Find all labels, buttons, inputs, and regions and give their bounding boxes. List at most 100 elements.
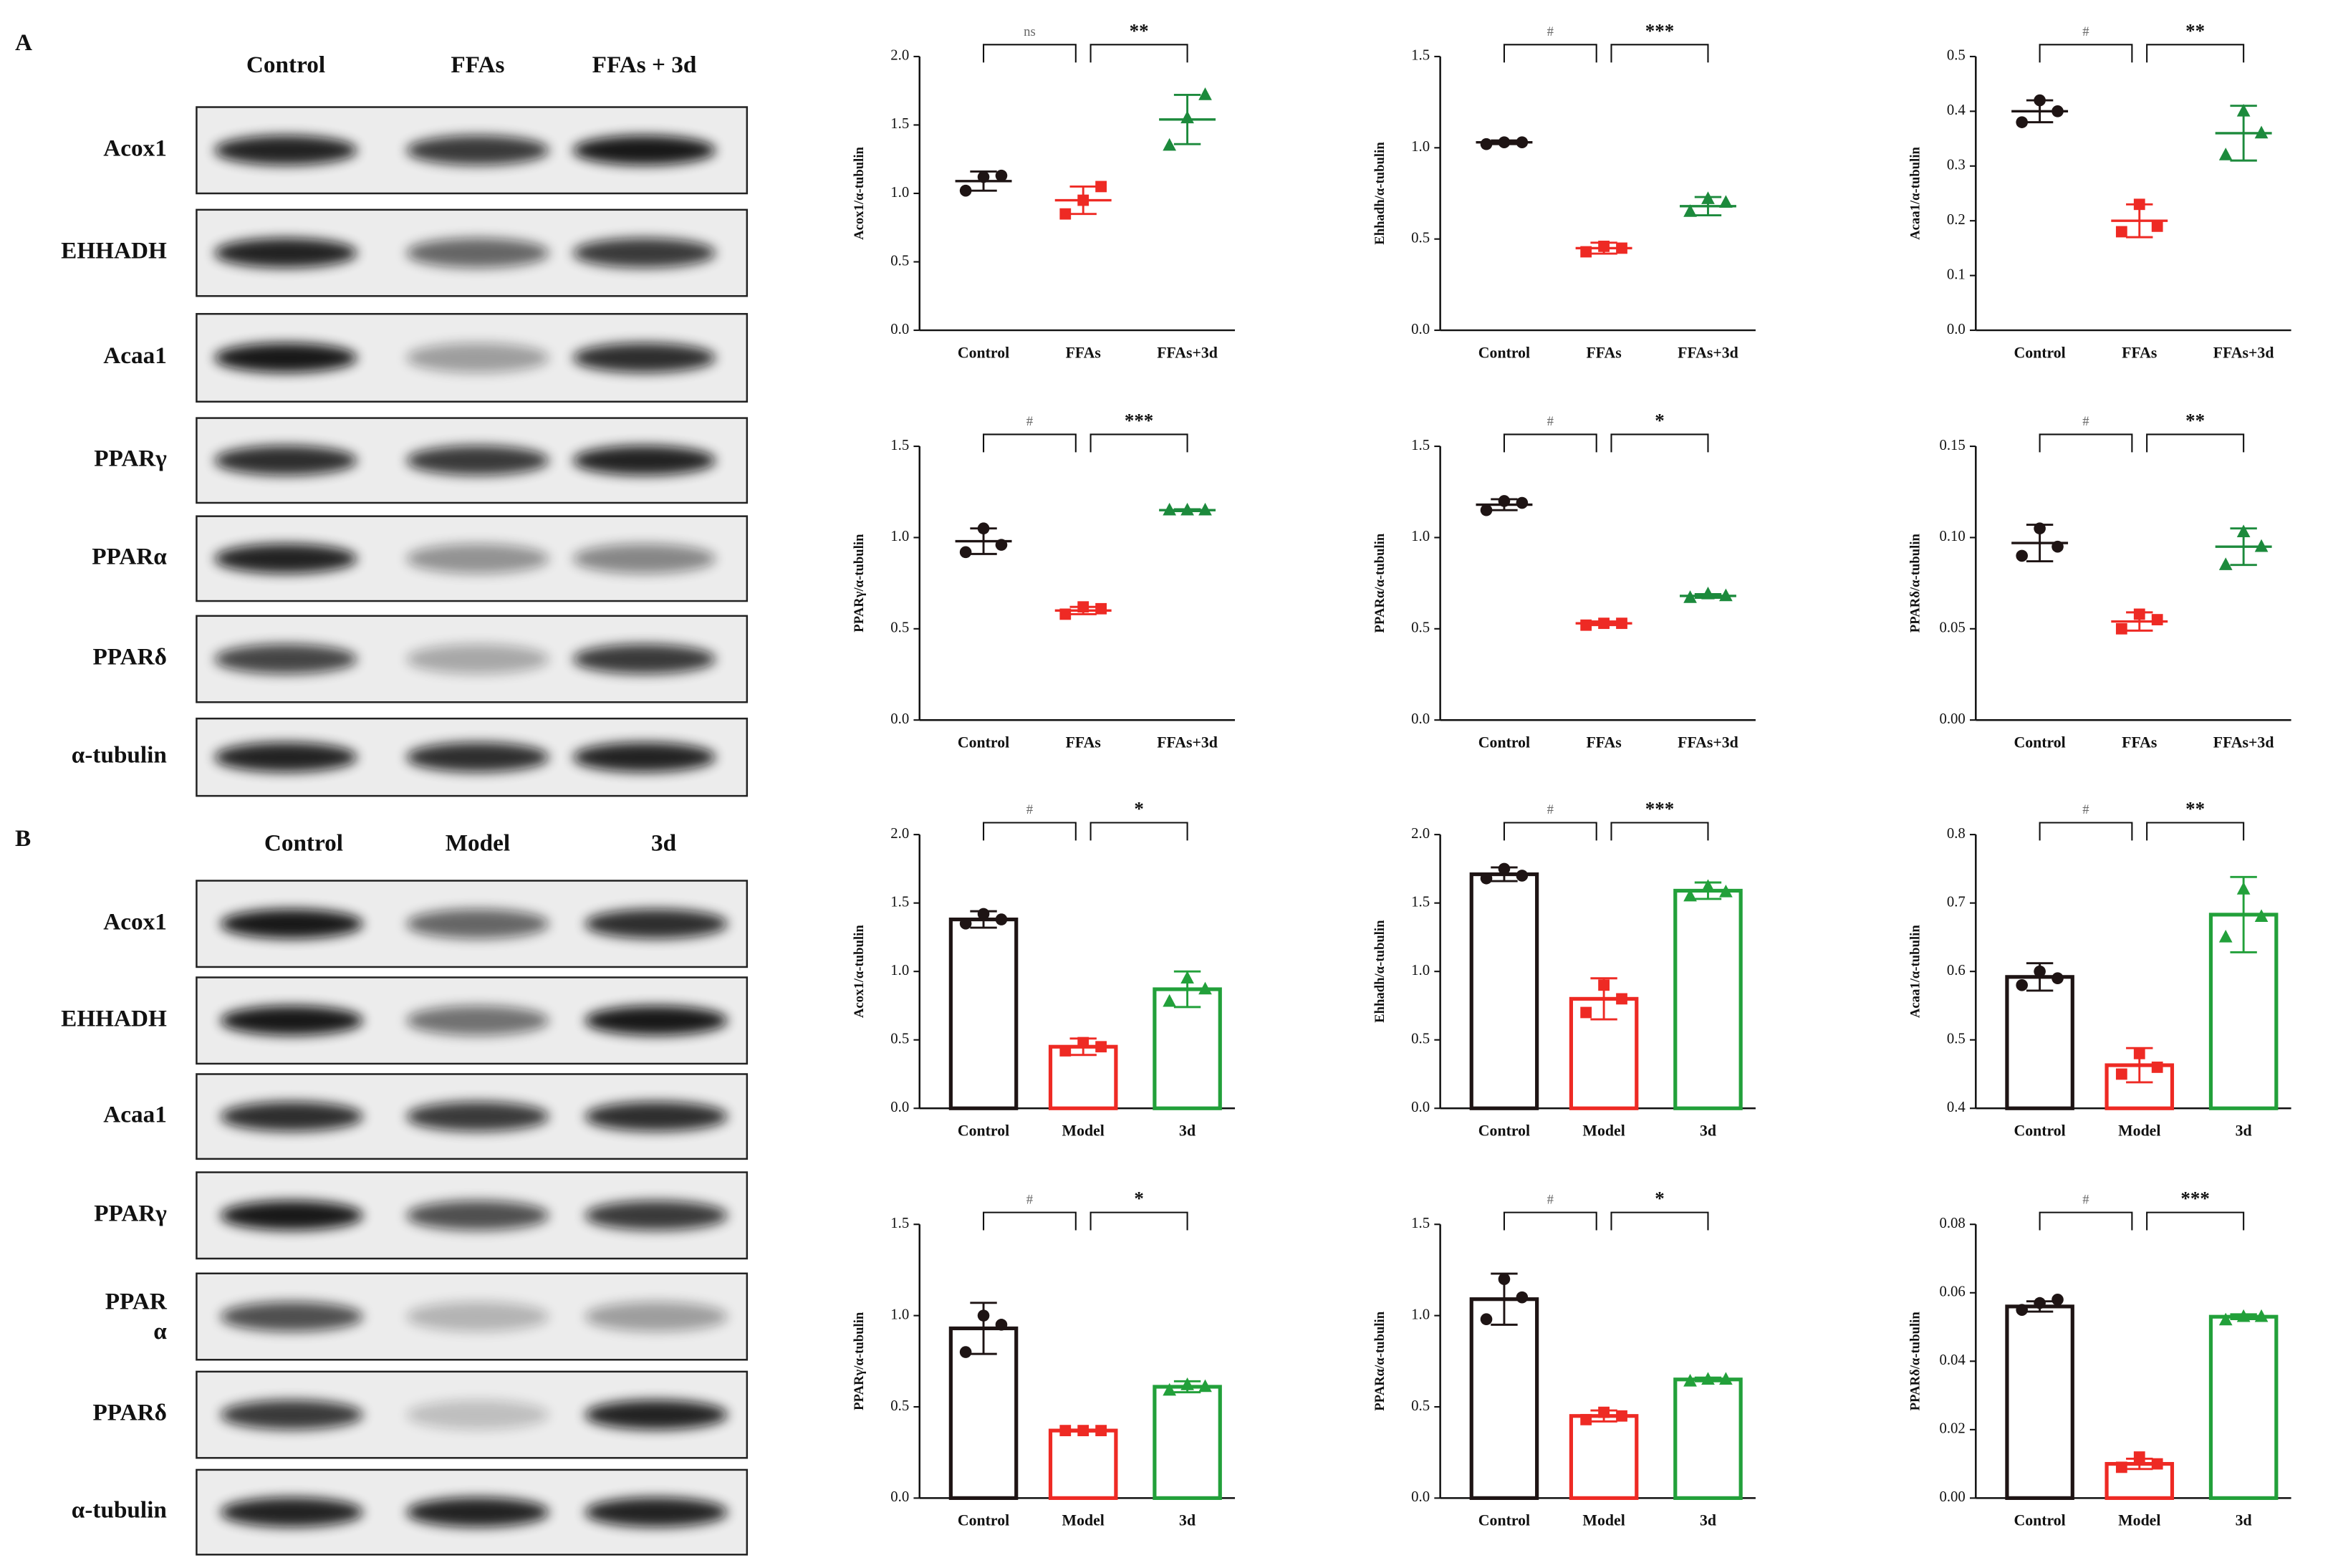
y-tick-label: 0.7 (1947, 894, 1966, 910)
data-point (995, 169, 1008, 182)
significance-bracket (2039, 44, 2133, 63)
data-point (2236, 882, 2251, 895)
y-axis-label: Acox1/α-tubulin (852, 146, 867, 239)
panel-label: B (15, 825, 31, 852)
data-point (1683, 204, 1697, 217)
y-tick-label: 0.5 (890, 253, 909, 269)
bar (1048, 1428, 1118, 1500)
data-point (2051, 105, 2064, 117)
data-point (2254, 125, 2269, 139)
data-point (1059, 208, 1072, 220)
significance-label: # (1026, 414, 1033, 429)
y-tick-label: 0.5 (1411, 230, 1430, 246)
significance-label: # (2082, 24, 2089, 39)
x-tick-label: Control (958, 1122, 1009, 1139)
data-point (1180, 110, 1194, 124)
y-tick-label: 0.0 (1411, 711, 1430, 727)
y-tick-label: 2.0 (890, 826, 909, 842)
blot-band (220, 1302, 364, 1332)
protein-label: Acox1 (103, 135, 167, 161)
data-point (1580, 1006, 1592, 1019)
significance-bracket (2146, 433, 2245, 453)
data-point (2218, 148, 2233, 160)
y-axis-label: PPARγ/α-tubulin (852, 1312, 867, 1410)
y-tick-label: 1.5 (890, 438, 909, 453)
data-point (2016, 549, 2028, 562)
x-tick-label: Control (2014, 734, 2065, 751)
chart: 0.0 0.5 1.0 1.5 2.0 Ehhadh/α-tubulin Control Mo… (1372, 798, 1756, 1139)
bar (948, 917, 1019, 1110)
bar (1469, 1297, 1539, 1500)
y-tick-label: 0.0 (1411, 1100, 1430, 1115)
data-point (2115, 1461, 2127, 1473)
significance-bracket (1503, 44, 1597, 63)
data-point (1701, 587, 1715, 600)
significance-label: # (1026, 802, 1033, 817)
data-point (1516, 870, 1529, 882)
data-point (959, 546, 972, 559)
data-point (2133, 198, 2145, 211)
data-point (1198, 502, 1212, 516)
y-tick-label: 0.5 (1947, 1031, 1966, 1047)
data-point (1683, 1373, 1697, 1387)
y-axis-label: PPARγ/α-tubulin (852, 534, 867, 633)
blot-band (220, 1400, 364, 1430)
data-point (2016, 1304, 2028, 1316)
y-tick-label: 1.5 (1411, 48, 1430, 64)
data-point (1198, 87, 1212, 100)
protein-label: PPARα (92, 543, 167, 569)
data-point (1516, 1291, 1529, 1304)
x-tick-label: Control (2014, 344, 2065, 361)
significance-bracket (1503, 1211, 1597, 1231)
data-point (959, 184, 972, 197)
lane-header: Control (246, 52, 325, 78)
protein-label: EHHADH (61, 238, 167, 264)
significance-label: ** (2185, 20, 2205, 42)
lane-header: 3d (651, 829, 677, 856)
y-tick-label: 0.1 (1947, 266, 1966, 282)
y-tick-label: 0.0 (1947, 322, 1966, 337)
significance-bracket (2146, 44, 2245, 63)
data-point (1163, 138, 1176, 151)
blot-band (585, 1400, 728, 1430)
data-point (1683, 888, 1697, 902)
data-point (1598, 617, 1610, 630)
x-tick-label: FFAs+3d (1678, 344, 1738, 361)
data-point (1498, 495, 1511, 507)
x-tick-label: 3d (1700, 1512, 1716, 1529)
data-point (1616, 993, 1627, 1005)
data-point (2133, 1047, 2145, 1059)
data-point (1598, 240, 1610, 252)
significance-label: * (1134, 798, 1144, 819)
significance-label: # (1547, 1192, 1554, 1207)
y-tick-label: 0.0 (1411, 1489, 1430, 1505)
x-tick-label: FFAs+3d (2213, 734, 2274, 751)
data-point (1580, 1413, 1592, 1425)
y-tick-label: 0.5 (890, 620, 909, 636)
y-tick-label: 0.4 (1947, 102, 1966, 118)
blot-band (406, 1497, 549, 1527)
chart: 0.0 0.5 1.0 1.5 Ehhadh/α-tubulin Control FFAs F… (1372, 20, 1756, 361)
significance-label: * (1655, 1188, 1665, 1209)
significance-bracket (983, 1211, 1077, 1231)
blot-band (214, 644, 357, 674)
data-point (2133, 608, 2145, 620)
y-tick-label: 0.10 (1939, 529, 1965, 544)
y-tick-label: 1.5 (1411, 894, 1430, 910)
y-tick-label: 0.5 (1411, 620, 1430, 636)
blot-band (214, 135, 357, 165)
y-tick-label: 1.5 (890, 116, 909, 132)
x-tick-label: FFAs (1066, 734, 1101, 751)
lane-header: Control (264, 829, 343, 856)
significance-bracket (1503, 433, 1597, 453)
significance-bracket (1503, 822, 1597, 841)
y-tick-label: 0.08 (1939, 1216, 1965, 1231)
y-tick-label: 1.0 (890, 963, 909, 978)
data-point (2236, 1309, 2251, 1322)
lane-header: Model (446, 829, 510, 856)
panel-label: A (15, 29, 32, 56)
bar (1569, 1414, 1639, 1500)
data-point (2218, 1312, 2233, 1326)
y-axis-label: Ehhadh/α-tubulin (1372, 142, 1387, 245)
